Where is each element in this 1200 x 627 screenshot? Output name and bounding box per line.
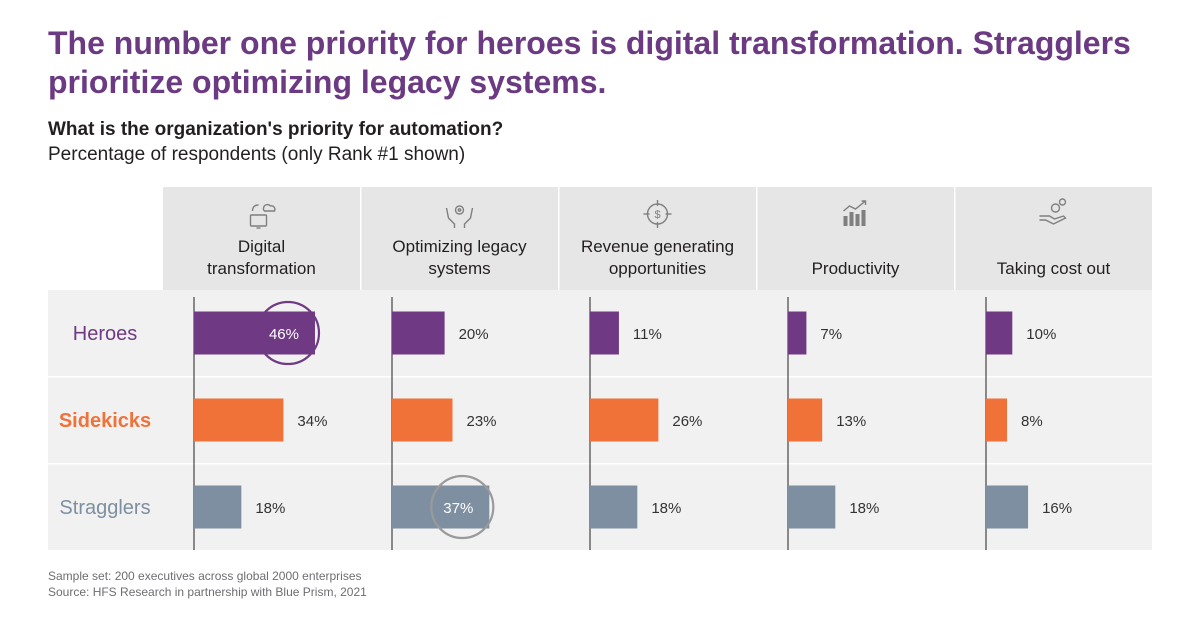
growth-bar: [855, 214, 860, 226]
sync-arrow: [251, 204, 259, 212]
series-label: Sidekicks: [59, 410, 151, 432]
chart-question: What is the organization's priority for …: [48, 119, 504, 140]
hand-coins-icon: [1039, 198, 1067, 225]
sample-note: Sample set: 200 executives across global…: [48, 569, 362, 583]
bar: [986, 311, 1013, 355]
cloud-computer-icon: [249, 203, 276, 229]
bar: [392, 398, 453, 442]
bar: [590, 398, 659, 442]
category-label: Optimizing legacy: [392, 237, 527, 256]
data-label: 16%: [1042, 500, 1072, 517]
dollar-glyph: $: [654, 209, 660, 221]
column-header-cell: [757, 187, 954, 290]
data-label: 7%: [820, 326, 842, 343]
growth-bar: [843, 216, 848, 226]
data-label: 23%: [466, 413, 496, 430]
data-label: 10%: [1026, 326, 1056, 343]
data-label: 18%: [651, 500, 681, 517]
header-separator: [558, 187, 560, 290]
series-label: Stragglers: [59, 497, 150, 519]
bar: [392, 485, 490, 529]
category-label: Digital: [238, 237, 285, 256]
category-label: opportunities: [609, 259, 706, 278]
chart-footer: Sample set: 200 executives across global…: [48, 568, 367, 600]
bar: [788, 311, 807, 355]
source-note: Source: HFS Research in partnership with…: [48, 585, 367, 599]
data-label: 13%: [836, 413, 866, 430]
target-dollar-icon: $: [643, 200, 672, 228]
bar: [788, 485, 836, 529]
bar: [194, 485, 242, 529]
series-label: Heroes: [73, 323, 137, 345]
growth-chart-icon: [843, 200, 867, 226]
row-separator: [48, 376, 1152, 378]
data-label: 26%: [672, 413, 702, 430]
category-label: systems: [428, 259, 490, 278]
gear-shape: [454, 205, 465, 215]
bar: [194, 311, 315, 355]
chart-subtitle: Percentage of respondents (only Rank #1 …: [48, 144, 466, 165]
bar: [788, 398, 823, 442]
bar: [392, 311, 445, 355]
category-label: transformation: [207, 259, 316, 278]
hands-gear-icon: [445, 205, 474, 228]
cloud-shape: [262, 203, 276, 212]
bar: [986, 485, 1029, 529]
highlight-ring: [255, 300, 321, 366]
bar-chart-grid: $ Digital transformation Optimizing legacy s…: [48, 187, 1152, 550]
growth-line: [843, 200, 867, 212]
data-label: 18%: [849, 500, 879, 517]
header-separator: [954, 187, 956, 290]
coin-shape: [1058, 198, 1067, 206]
growth-bar: [849, 212, 854, 226]
data-label: 11%: [633, 326, 662, 343]
monitor-shape: [249, 214, 268, 227]
data-label: 20%: [459, 326, 489, 343]
bar: [590, 311, 619, 355]
chart-title: The number one priority for heroes is di…: [48, 25, 1131, 100]
gear-hub: [457, 208, 462, 212]
category-label: Productivity: [812, 259, 900, 278]
bar: [590, 485, 638, 529]
hands-shape: [445, 207, 474, 228]
column-header-cell: [163, 187, 360, 290]
row-separator: [48, 463, 1152, 465]
data-label: 18%: [255, 500, 285, 517]
data-label: 37%: [443, 500, 473, 517]
column-header-cell: [361, 187, 558, 290]
growth-bar: [861, 210, 866, 226]
coin-shape: [1050, 203, 1061, 213]
bar: [194, 398, 284, 442]
hand-shape: [1039, 215, 1067, 225]
data-label: 46%: [269, 326, 299, 343]
data-label: 34%: [297, 413, 327, 430]
bar: [986, 398, 1008, 442]
data-label: 8%: [1021, 413, 1043, 430]
category-label: Revenue generating: [581, 237, 734, 256]
highlight-ring: [430, 474, 495, 540]
header-separator: [360, 187, 362, 290]
header-separator: [756, 187, 758, 290]
category-label: Taking cost out: [997, 259, 1111, 278]
